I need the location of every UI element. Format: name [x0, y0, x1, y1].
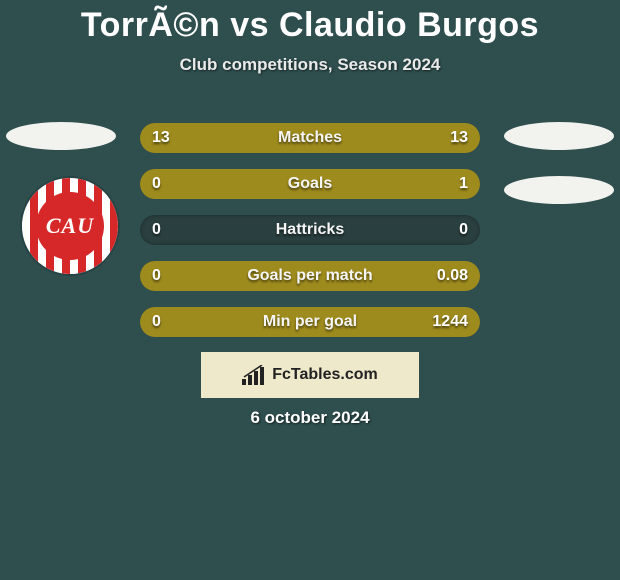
stat-label: Hattricks	[140, 215, 480, 245]
stat-row: Goals per match0 0.08	[140, 261, 480, 291]
ellipse-shape	[504, 122, 614, 150]
stat-value-right: 0.08	[437, 261, 468, 291]
stat-label: Matches	[140, 123, 480, 153]
brand-box: FcTables.com	[201, 352, 419, 398]
brand-text: FcTables.com	[272, 366, 378, 384]
stat-value-right: 13	[450, 123, 468, 153]
stat-row: Hattricks0 0	[140, 215, 480, 245]
ellipse-shape	[504, 176, 614, 204]
badge-circle: CAU	[36, 192, 104, 260]
stat-value-left: 0	[152, 307, 161, 337]
subtitle: Club competitions, Season 2024	[0, 55, 620, 75]
badge-initials: CAU	[46, 213, 94, 239]
stat-label: Goals	[140, 169, 480, 199]
stat-label: Goals per match	[140, 261, 480, 291]
stat-value-left: 0	[152, 169, 161, 199]
player-left-silhouette	[6, 122, 116, 176]
player-right-silhouette	[504, 122, 614, 230]
ellipse-shape	[6, 122, 116, 150]
stat-value-left: 0	[152, 261, 161, 291]
bar-chart-icon	[242, 365, 266, 385]
page-title: TorrÃ©n vs Claudio Burgos	[0, 0, 620, 45]
stat-value-left: 13	[152, 123, 170, 153]
stat-row: Goals0 1	[140, 169, 480, 199]
stats-container: Matches1313Goals01Hattricks00Goals per m…	[140, 123, 480, 353]
club-badge: CAU	[22, 178, 118, 274]
stat-row: Matches13 13	[140, 123, 480, 153]
stat-value-left: 0	[152, 215, 161, 245]
stat-value-right: 1244	[432, 307, 468, 337]
stat-label: Min per goal	[140, 307, 480, 337]
stat-value-right: 1	[459, 169, 468, 199]
stat-row: Min per goal0 1244	[140, 307, 480, 337]
date-text: 6 october 2024	[0, 408, 620, 428]
stat-value-right: 0	[459, 215, 468, 245]
